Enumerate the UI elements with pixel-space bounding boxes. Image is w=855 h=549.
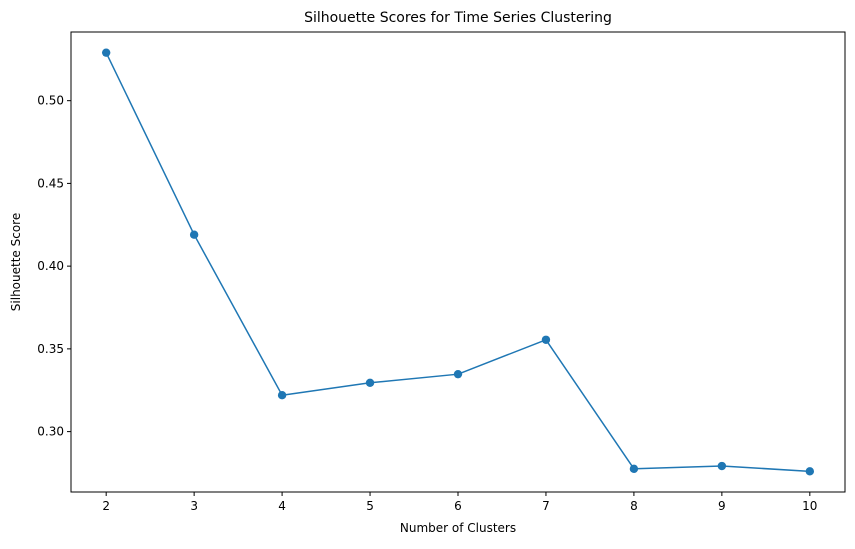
y-tick-label: 0.50 — [37, 94, 64, 108]
data-point — [277, 391, 287, 400]
y-tick-label: 0.40 — [37, 259, 64, 273]
data-point — [189, 230, 199, 239]
y-tick-label: 0.45 — [37, 176, 64, 190]
x-axis-label: Number of Clusters — [400, 521, 516, 535]
data-point — [453, 369, 463, 379]
x-tick-label: 3 — [190, 499, 198, 513]
plot-area — [70, 31, 846, 493]
data-point — [629, 464, 639, 474]
data-point — [365, 378, 375, 387]
data-point — [541, 335, 551, 344]
data-point — [805, 467, 815, 476]
x-tick-label: 9 — [718, 499, 726, 513]
chart-title: Silhouette Scores for Time Series Cluste… — [304, 10, 612, 26]
data-point — [717, 461, 727, 471]
series-line — [105, 51, 811, 473]
y-tick-label: 0.35 — [37, 342, 64, 356]
y-axis-label: Silhouette Score — [9, 213, 23, 311]
y-tick-label: 0.30 — [37, 425, 64, 439]
series-layer — [101, 48, 815, 476]
x-tick-label: 5 — [366, 499, 374, 513]
x-tick-label: 6 — [454, 499, 462, 513]
data-point — [101, 48, 111, 57]
x-tick-label: 2 — [102, 499, 110, 513]
x-tick-label: 10 — [802, 499, 817, 513]
x-tick-label: 8 — [630, 499, 638, 513]
x-tick-label: 7 — [542, 499, 550, 513]
x-axis: 2 3 4 5 6 7 8 9 10 — [102, 492, 817, 513]
x-tick-label: 4 — [278, 499, 286, 513]
y-axis: 0.30 0.35 0.40 0.45 0.50 — [37, 94, 71, 439]
